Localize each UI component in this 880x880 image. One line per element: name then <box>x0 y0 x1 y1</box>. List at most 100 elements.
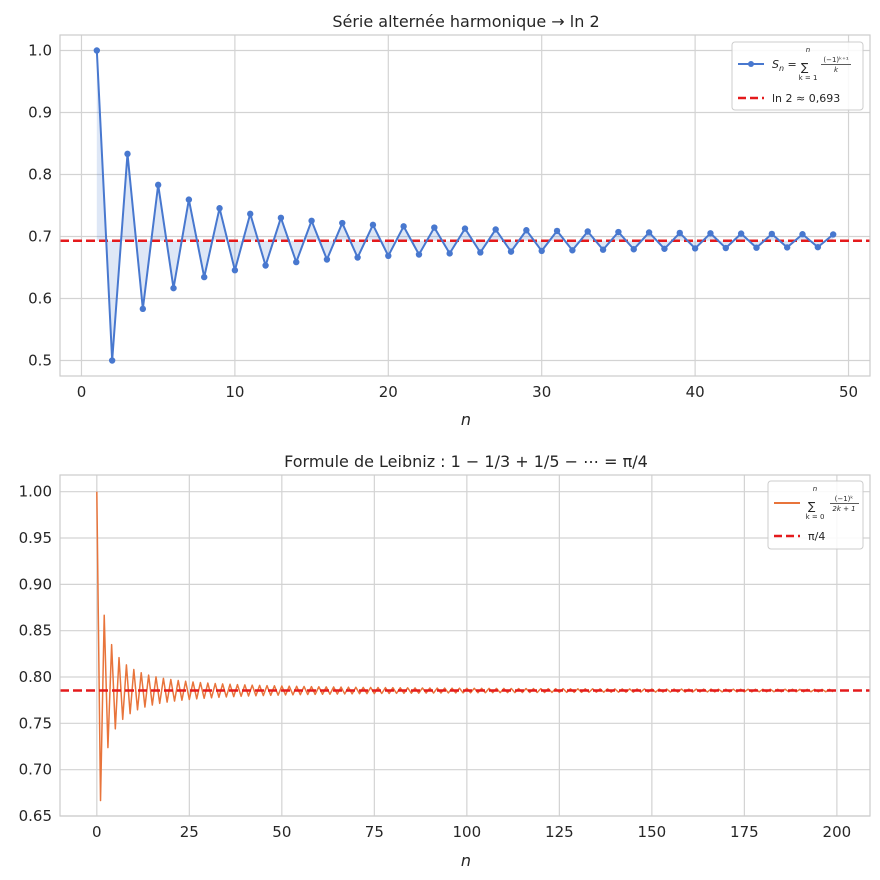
chart2-x-tick-label: 25 <box>180 823 199 841</box>
chart1-data-point <box>814 243 822 251</box>
chart1-legend-label: Sn = <box>772 58 797 73</box>
chart1-data-point <box>170 284 177 292</box>
chart1-x-tick-label: 20 <box>379 383 398 401</box>
chart1-data-point <box>768 230 776 238</box>
chart1-data-point <box>293 258 300 266</box>
chart1-legend-box <box>731 41 864 111</box>
chart1-legend-frac-num: (−1)ᵏ⁺¹ <box>823 56 848 64</box>
chart1-frame <box>59 34 871 377</box>
chart2-legend-sum-lower: k = 0 <box>806 513 825 521</box>
chart1-data-point <box>523 227 530 234</box>
chart-leibniz-series: Formule de Leibniz : 1 − 1/3 + 1/5 − ⋯ =… <box>19 452 871 870</box>
chart1-data-point <box>599 246 607 253</box>
chart2-y-tick-label: 0.85 <box>19 622 52 640</box>
chart2-frame <box>59 474 871 817</box>
chart1-data-point <box>277 214 285 222</box>
chart1-legend-ref-label: ln 2 ≈ 0,693 <box>772 92 840 105</box>
chart1-data-point <box>538 247 545 255</box>
chart2-x-axis-label: n <box>461 851 471 870</box>
chart2-y-tick-label: 0.75 <box>19 714 52 732</box>
chart1-y-tick-label: 0.6 <box>28 290 52 308</box>
chart-harmonic-series: Série alternée harmonique → ln 2 0.50.60… <box>28 12 871 429</box>
chart1-data-point <box>477 249 484 256</box>
chart2-x-ticks: 0 25 50 75 100 125 150 175 200 <box>92 823 851 841</box>
chart1-data-point <box>308 217 315 224</box>
chart1-x-tick-label: 50 <box>839 383 858 401</box>
chart1-data-point <box>201 273 208 281</box>
chart2-legend-box <box>767 480 864 550</box>
chart1-series <box>93 47 837 364</box>
chart1-y-tick-label: 0.9 <box>28 104 52 122</box>
chart1-y-ticks: 0.5 0.6 0.7 0.8 0.9 1.0 <box>28 42 52 370</box>
chart1-data-point <box>446 250 453 257</box>
chart1-x-tick-label: 40 <box>686 383 705 401</box>
chart1-data-point <box>722 244 729 252</box>
chart1-data-point <box>93 47 101 54</box>
chart2-x-tick-label: 50 <box>272 823 291 841</box>
chart1-legend-eq: = <box>784 58 797 71</box>
chart1-x-tick-label: 0 <box>77 383 87 401</box>
chart1-data-point <box>783 244 791 251</box>
chart1-x-tick-label: 30 <box>532 383 551 401</box>
chart2-x-tick-label: 175 <box>730 823 759 841</box>
chart2-legend-ref-label: π/4 <box>808 530 825 543</box>
chart1-data-point <box>707 230 714 237</box>
chart1-title: Série alternée harmonique → ln 2 <box>332 12 599 31</box>
chart1-data-point <box>645 229 653 236</box>
chart2-x-tick-label: 100 <box>453 823 482 841</box>
chart2-x-tick-label: 75 <box>365 823 384 841</box>
chart1-data-point <box>584 228 591 235</box>
chart1-y-tick-label: 0.5 <box>28 352 52 370</box>
chart1-data-point <box>108 357 116 364</box>
chart1-data-point <box>323 256 331 263</box>
chart1-legend-s-sub: n <box>779 64 784 73</box>
chart1-legend: Sn = ∑ n k = 1 (−1)ᵏ⁺¹ k ln 2 ≈ 0,693 <box>731 41 864 111</box>
chart2-legend: ∑ n k = 0 (−1)ᵏ 2k + 1 π/4 <box>767 480 864 550</box>
chart1-data-point <box>553 227 561 235</box>
chart2-y-tick-label: 0.80 <box>19 668 52 686</box>
chart2-y-tick-label: 1.00 <box>19 483 52 501</box>
chart1-data-point <box>385 252 392 260</box>
chart1-data-point <box>400 223 407 230</box>
chart2-x-tick-label: 200 <box>823 823 852 841</box>
chart1-data-point <box>369 221 377 229</box>
chart1-data-point <box>753 244 760 251</box>
chart2-y-tick-label: 0.70 <box>19 761 52 779</box>
chart1-data-point <box>737 230 745 237</box>
chart2-y-tick-label: 0.95 <box>19 529 52 547</box>
chart1-data-point <box>691 245 699 252</box>
chart2-y-tick-label: 0.90 <box>19 575 52 593</box>
chart2-title: Formule de Leibniz : 1 − 1/3 + 1/5 − ⋯ =… <box>284 452 648 471</box>
chart1-x-axis-label: n <box>461 410 471 429</box>
chart1-data-point <box>339 219 346 227</box>
chart2-legend-sum: ∑ <box>808 500 816 513</box>
chart1-data-point <box>139 305 147 313</box>
chart1-data-point <box>461 225 469 232</box>
chart1-data-point <box>262 262 269 269</box>
chart1-legend-marker-swatch <box>748 61 754 67</box>
chart2-y-tick-label: 0.65 <box>19 807 52 825</box>
chart1-data-point <box>492 226 499 233</box>
chart1-data-point <box>415 251 423 258</box>
chart1-data-point <box>247 210 254 218</box>
chart1-legend-sum: ∑ <box>801 61 809 74</box>
chart2-legend-frac-den: 2k + 1 <box>832 505 855 513</box>
chart1-y-tick-label: 0.8 <box>28 166 52 184</box>
chart1-data-point <box>829 231 837 238</box>
chart2-x-tick-label: 0 <box>92 823 102 841</box>
chart2-x-tick-label: 125 <box>545 823 574 841</box>
chart1-data-point <box>231 267 239 274</box>
chart1-data-point <box>431 224 438 231</box>
chart2-legend-sum-upper: n <box>813 485 817 493</box>
chart1-y-tick-label: 1.0 <box>28 42 52 60</box>
chart1-data-point <box>216 205 223 212</box>
chart1-legend-frac-den: k <box>834 66 839 74</box>
chart1-data-point <box>569 247 576 254</box>
chart1-data-point <box>661 245 668 252</box>
chart1-data-point <box>185 196 193 203</box>
chart1-y-tick-label: 0.7 <box>28 228 52 246</box>
chart2-x-tick-label: 150 <box>638 823 667 841</box>
chart2-y-ticks: 0.65 0.70 0.75 0.80 0.85 0.90 0.95 1.00 <box>19 483 52 825</box>
